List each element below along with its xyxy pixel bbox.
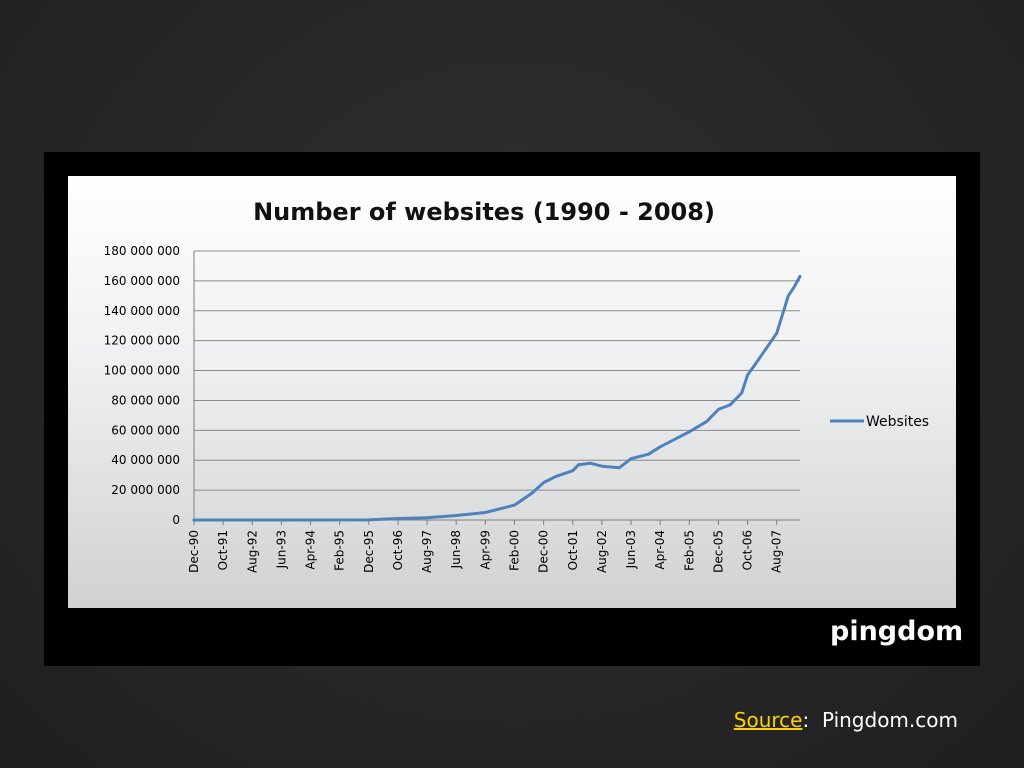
y-tick-label: 180 000 000 xyxy=(104,244,180,258)
y-tick-label: 60 000 000 xyxy=(111,423,180,437)
x-tick-label: Aug-92 xyxy=(245,530,259,573)
y-tick-label: 100 000 000 xyxy=(104,364,180,378)
y-tick-label: 80 000 000 xyxy=(111,393,180,407)
x-tick-label: Dec-05 xyxy=(711,530,725,573)
y-tick-label: 40 000 000 xyxy=(111,453,180,467)
x-tick-label: Oct-01 xyxy=(566,530,580,570)
y-tick-label: 160 000 000 xyxy=(104,274,180,288)
y-axis-ticks: 0 20 000 000 40 000 000 60 000 000 80 000 00… xyxy=(104,244,180,527)
x-tick-label: Oct-96 xyxy=(391,530,405,570)
x-tick-label: Feb-05 xyxy=(682,530,696,571)
x-tick-label: Feb-00 xyxy=(507,530,521,571)
legend-label: Websites xyxy=(866,414,929,430)
legend: Websites xyxy=(830,414,929,430)
x-tick-label: Aug-97 xyxy=(420,530,434,573)
x-tick-label: Aug-02 xyxy=(595,530,609,573)
chart-title: Number of websites (1990 - 2008) xyxy=(253,198,715,226)
x-tick-label: Dec-00 xyxy=(537,530,551,573)
y-tick-label: 140 000 000 xyxy=(104,304,180,318)
y-tick-label: 120 000 000 xyxy=(104,334,180,348)
x-tick-label: Dec-90 xyxy=(187,530,201,573)
y-tick-label: 20 000 000 xyxy=(111,483,180,497)
x-tick-label: Jun-98 xyxy=(449,530,463,569)
series-line-websites xyxy=(192,274,802,522)
source-credit: Source: Pingdom.com xyxy=(734,708,958,732)
x-tick-label: Oct-91 xyxy=(216,530,230,570)
chart-area: Number of websites (1990 - 2008) 0 20 000… xyxy=(68,176,956,608)
x-tick-label: Dec-95 xyxy=(362,530,376,573)
websites-line-chart: Number of websites (1990 - 2008) 0 20 000… xyxy=(104,198,929,573)
x-tick-label: Jun-03 xyxy=(624,530,638,569)
source-separator: : xyxy=(802,708,810,732)
gridlines xyxy=(193,250,800,521)
x-tick-label: Jun-93 xyxy=(274,530,288,569)
x-tick-label: Apr-04 xyxy=(653,530,667,570)
x-tick-label: Oct-06 xyxy=(741,530,755,570)
source-value: Pingdom.com xyxy=(821,708,958,732)
source-link[interactable]: Source xyxy=(733,708,803,732)
chart-panel: Number of websites (1990 - 2008) 0 20 000… xyxy=(44,152,980,666)
pingdom-logo: pingdom xyxy=(830,616,964,647)
series-layer xyxy=(192,274,802,522)
x-tick-label: Feb-95 xyxy=(333,530,347,571)
y-tick-label: 0 xyxy=(172,513,180,527)
x-tick-label: Aug-07 xyxy=(770,530,784,573)
x-tick-label: Apr-94 xyxy=(304,530,318,570)
x-axis-ticks: Dec-90 Oct-91 Aug-92 Jun-93 Apr-94 Feb-95 Dec-… xyxy=(187,520,784,573)
x-tick-label: Apr-99 xyxy=(478,530,492,570)
